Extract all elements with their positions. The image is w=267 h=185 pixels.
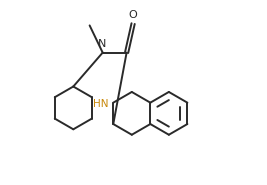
Text: N: N	[97, 39, 106, 49]
Text: HN: HN	[93, 99, 109, 109]
Text: O: O	[129, 10, 138, 20]
